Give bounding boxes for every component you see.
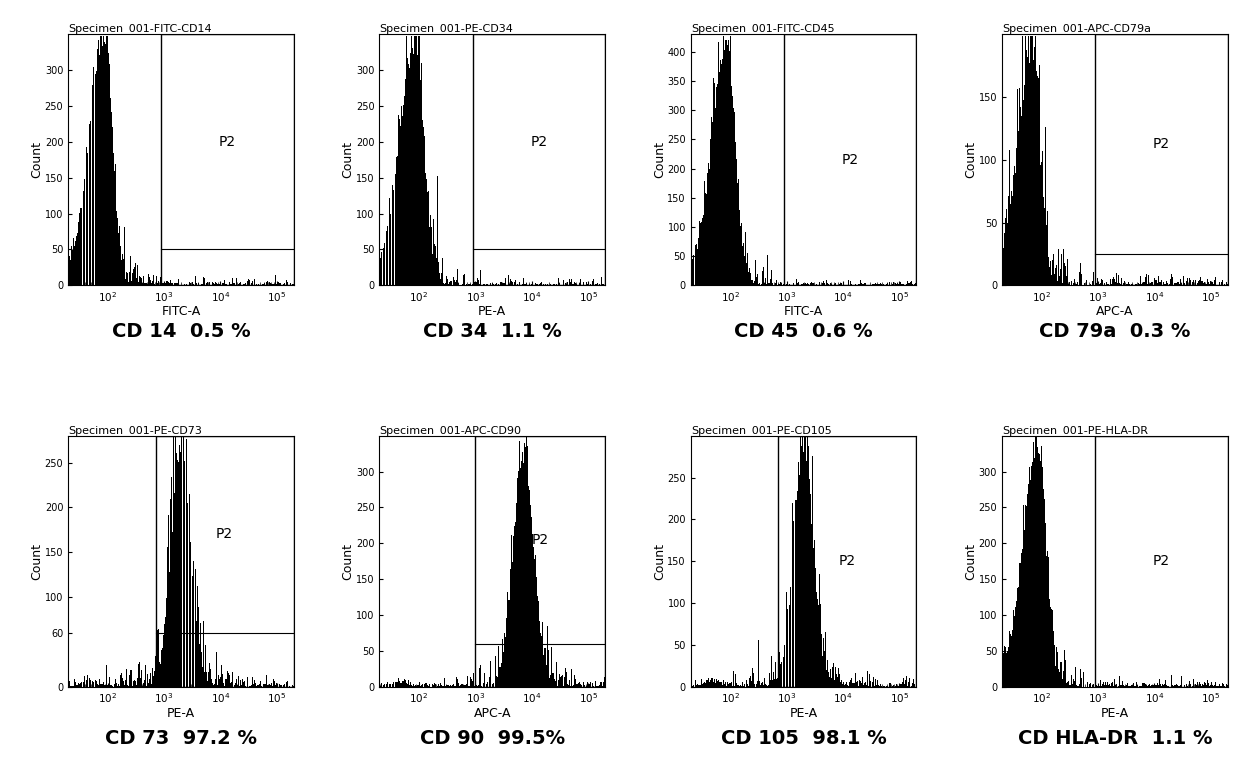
X-axis label: PE-A: PE-A xyxy=(479,305,506,318)
Y-axis label: Count: Count xyxy=(965,542,977,580)
Bar xyxy=(475,436,605,687)
Text: P2: P2 xyxy=(842,153,858,167)
Text: Specimen_001-PE-HLA-DR: Specimen_001-PE-HLA-DR xyxy=(1002,425,1148,436)
Text: CD 79a  0.3 %: CD 79a 0.3 % xyxy=(1039,322,1190,341)
Text: P2: P2 xyxy=(1153,137,1169,151)
Text: P2: P2 xyxy=(838,554,856,568)
Text: Specimen_001-PE-CD34: Specimen_001-PE-CD34 xyxy=(379,24,513,34)
Y-axis label: Count: Count xyxy=(653,141,666,179)
Bar xyxy=(472,34,605,285)
Text: CD 34  1.1 %: CD 34 1.1 % xyxy=(423,322,562,341)
Text: Specimen_001-PE-CD73: Specimen_001-PE-CD73 xyxy=(68,425,202,436)
Text: Specimen_001-FITC-CD45: Specimen_001-FITC-CD45 xyxy=(691,24,835,34)
Text: P2: P2 xyxy=(219,135,236,149)
Y-axis label: Count: Count xyxy=(341,141,355,179)
Y-axis label: Count: Count xyxy=(653,542,666,580)
Bar xyxy=(1095,436,1228,687)
X-axis label: FITC-A: FITC-A xyxy=(161,305,201,318)
Text: Specimen_001-APC-CD90: Specimen_001-APC-CD90 xyxy=(379,425,522,436)
Text: P2: P2 xyxy=(1153,554,1169,568)
Text: CD 14  0.5 %: CD 14 0.5 % xyxy=(112,322,250,341)
Text: Specimen_001-PE-CD105: Specimen_001-PE-CD105 xyxy=(691,425,832,436)
Text: P2: P2 xyxy=(532,533,549,547)
Bar xyxy=(784,34,916,285)
Y-axis label: Count: Count xyxy=(341,542,355,580)
X-axis label: APC-A: APC-A xyxy=(474,707,511,720)
Text: CD HLA-DR  1.1 %: CD HLA-DR 1.1 % xyxy=(1018,729,1211,748)
Bar xyxy=(1095,34,1228,285)
Y-axis label: Count: Count xyxy=(30,542,43,580)
Text: CD 105  98.1 %: CD 105 98.1 % xyxy=(720,729,887,748)
Bar xyxy=(155,436,294,687)
Y-axis label: Count: Count xyxy=(30,141,43,179)
Bar xyxy=(779,436,916,687)
Text: CD 73  97.2 %: CD 73 97.2 % xyxy=(105,729,257,748)
Text: CD 45  0.6 %: CD 45 0.6 % xyxy=(734,322,873,341)
X-axis label: PE-A: PE-A xyxy=(790,707,817,720)
X-axis label: PE-A: PE-A xyxy=(1101,707,1128,720)
Bar xyxy=(161,34,294,285)
Text: P2: P2 xyxy=(531,135,547,149)
X-axis label: FITC-A: FITC-A xyxy=(784,305,823,318)
Text: P2: P2 xyxy=(216,527,233,542)
Text: Specimen_001-APC-CD79a: Specimen_001-APC-CD79a xyxy=(1002,24,1151,34)
Text: Specimen_001-FITC-CD14: Specimen_001-FITC-CD14 xyxy=(68,24,212,34)
Text: CD 90  99.5%: CD 90 99.5% xyxy=(419,729,565,748)
Y-axis label: Count: Count xyxy=(965,141,977,179)
X-axis label: PE-A: PE-A xyxy=(167,707,195,720)
X-axis label: APC-A: APC-A xyxy=(1096,305,1133,318)
